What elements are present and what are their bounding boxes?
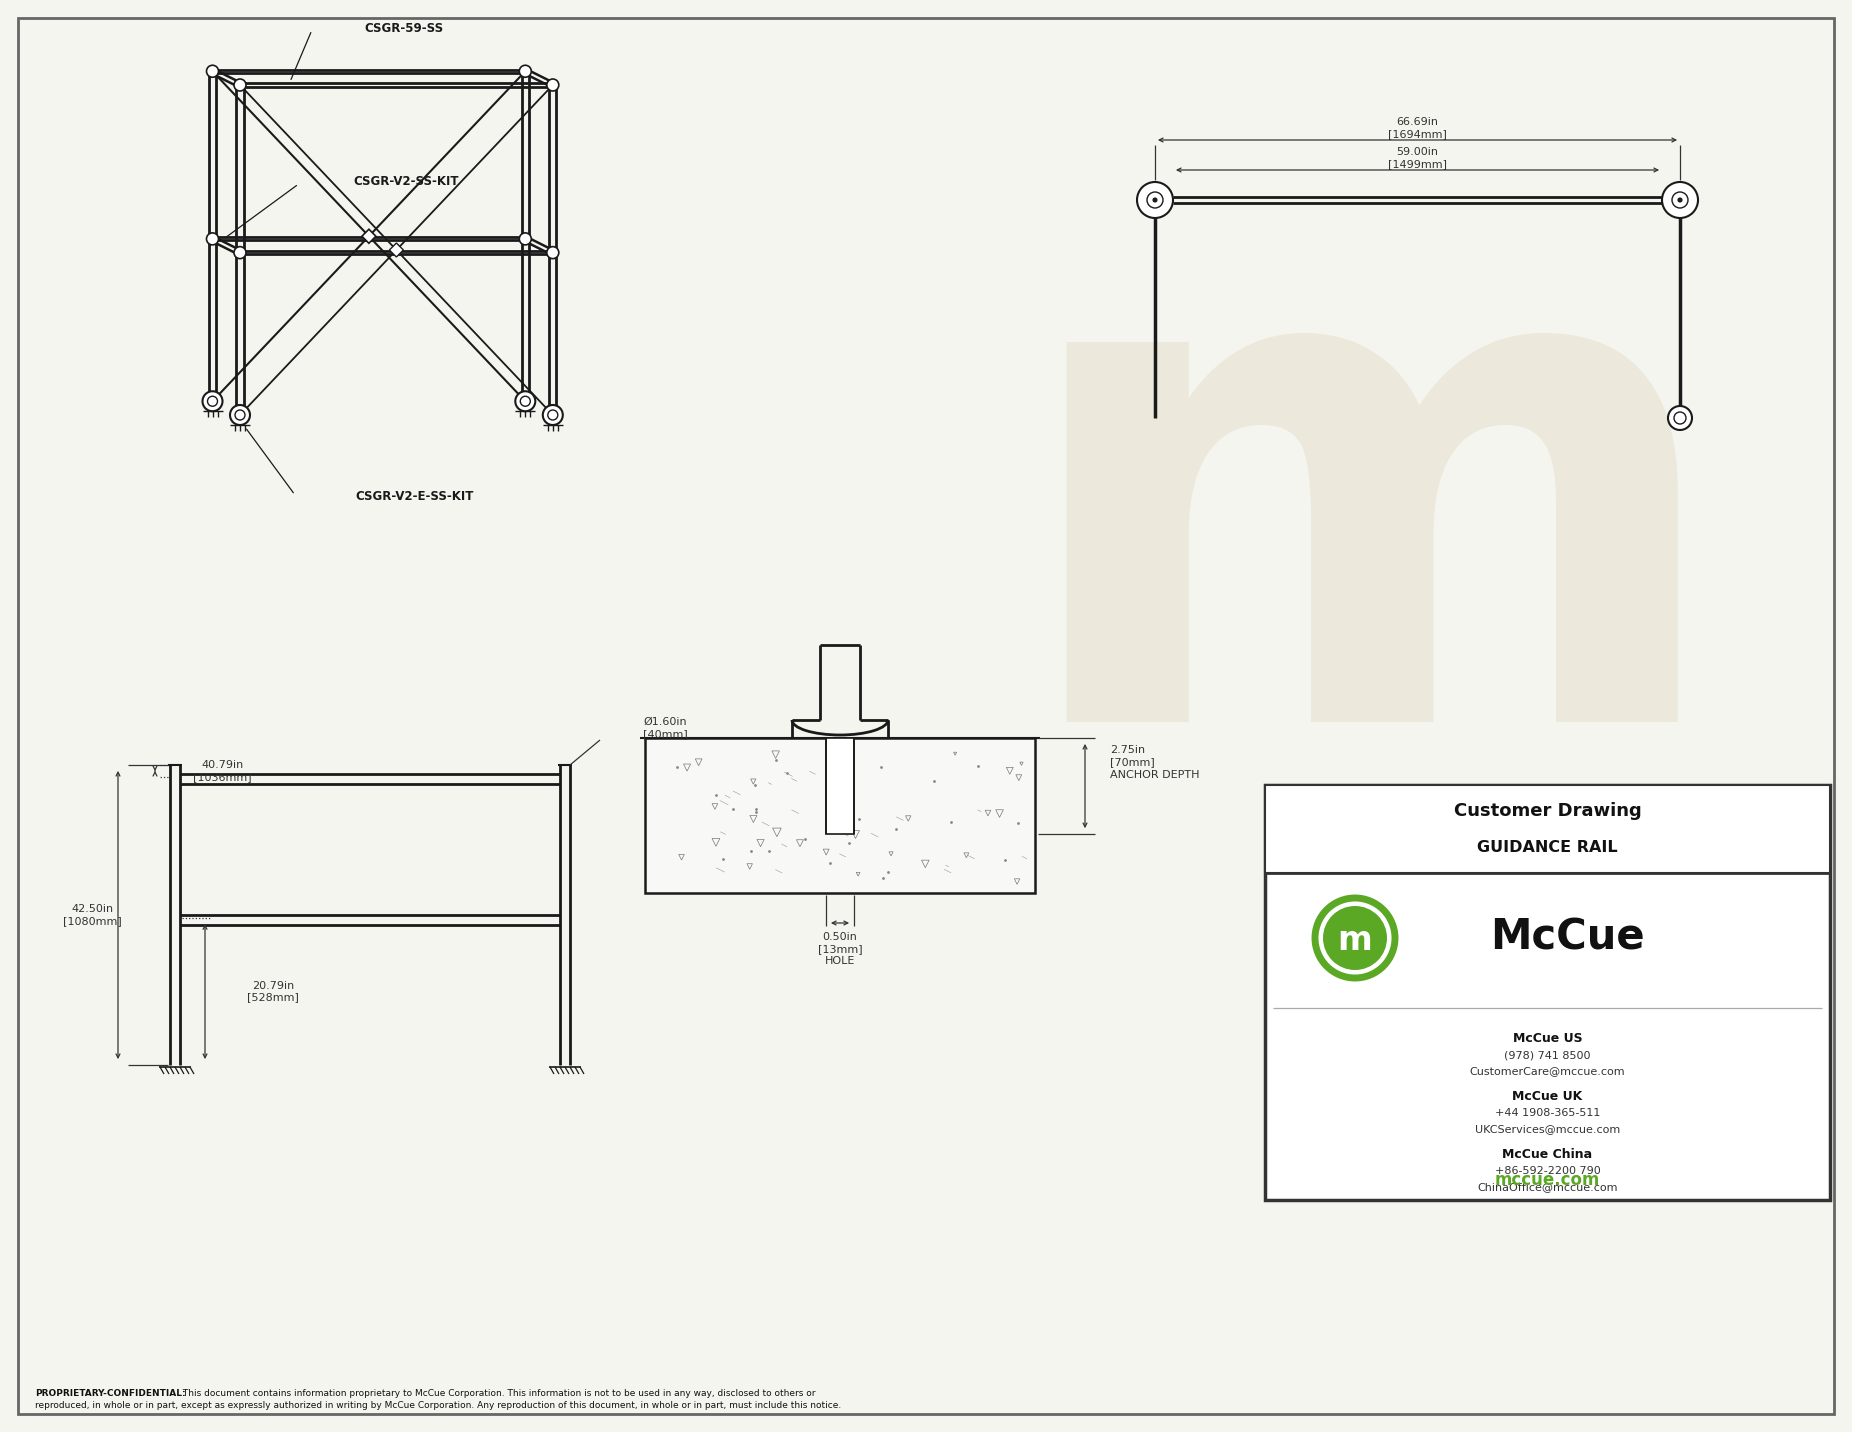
Circle shape: [548, 410, 557, 420]
Text: 59.00in: 59.00in: [1396, 147, 1439, 158]
Polygon shape: [361, 229, 376, 243]
Circle shape: [519, 66, 532, 77]
Text: mccue.com: mccue.com: [1495, 1171, 1600, 1189]
Text: 66.69in: 66.69in: [1396, 117, 1439, 127]
Circle shape: [233, 79, 246, 92]
Bar: [826, 737, 854, 833]
Text: HOLE: HOLE: [824, 957, 856, 967]
Text: This document contains information proprietary to McCue Corporation. This inform: This document contains information propr…: [180, 1389, 815, 1398]
Text: GUIDANCE RAIL: GUIDANCE RAIL: [1478, 841, 1619, 855]
Circle shape: [1154, 198, 1158, 202]
Text: 42.50in
[1080mm]: 42.50in [1080mm]: [63, 904, 122, 927]
Circle shape: [546, 79, 559, 92]
Text: reproduced, in whole or in part, except as expressly authorized in writing by Mc: reproduced, in whole or in part, except …: [35, 1402, 841, 1411]
Text: UKCServices@mccue.com: UKCServices@mccue.com: [1474, 1124, 1620, 1134]
Circle shape: [1672, 192, 1687, 208]
Text: 20.79in
[528mm]: 20.79in [528mm]: [246, 981, 298, 1002]
Text: McCue China: McCue China: [1502, 1147, 1593, 1160]
Circle shape: [543, 405, 563, 425]
Text: McCue: McCue: [1491, 916, 1645, 959]
Text: CSGR-59-SS: CSGR-59-SS: [365, 23, 443, 36]
Circle shape: [1322, 906, 1387, 969]
Text: McCue US: McCue US: [1513, 1031, 1582, 1044]
Circle shape: [1678, 198, 1682, 202]
Text: [1499mm]: [1499mm]: [1387, 159, 1446, 169]
Circle shape: [1146, 192, 1163, 208]
Circle shape: [1315, 898, 1395, 978]
Text: ANCHOR DEPTH: ANCHOR DEPTH: [1109, 770, 1200, 780]
Text: CustomerCare@mccue.com: CustomerCare@mccue.com: [1470, 1065, 1626, 1075]
Circle shape: [520, 397, 530, 407]
Circle shape: [207, 66, 219, 77]
Text: [1694mm]: [1694mm]: [1387, 129, 1446, 139]
Text: 0.50in: 0.50in: [822, 932, 857, 942]
Circle shape: [1661, 182, 1698, 218]
Text: 40.79in
[1036mm]: 40.79in [1036mm]: [193, 760, 252, 782]
Text: 2.75in: 2.75in: [1109, 745, 1145, 755]
Text: Customer Drawing: Customer Drawing: [1454, 802, 1641, 821]
Text: m: m: [1007, 193, 1732, 866]
Bar: [1265, 785, 1830, 1200]
Circle shape: [546, 246, 559, 259]
Text: Ø1.60in
[40mm]: Ø1.60in [40mm]: [643, 717, 687, 739]
Text: McCue UK: McCue UK: [1513, 1090, 1583, 1103]
Text: m: m: [1337, 924, 1372, 957]
Circle shape: [207, 233, 219, 245]
Text: [13mm]: [13mm]: [819, 944, 863, 954]
Circle shape: [207, 397, 217, 407]
Text: (978) 741 8500: (978) 741 8500: [1504, 1050, 1591, 1060]
Polygon shape: [389, 243, 404, 256]
Text: PROPRIETARY-CONFIDENTIAL:: PROPRIETARY-CONFIDENTIAL:: [35, 1389, 185, 1398]
Circle shape: [1669, 407, 1693, 430]
Text: [70mm]: [70mm]: [1109, 758, 1156, 768]
Circle shape: [233, 246, 246, 259]
Text: CSGR-V2-E-SS-KIT: CSGR-V2-E-SS-KIT: [356, 491, 474, 504]
Text: +44 1908-365-511: +44 1908-365-511: [1495, 1108, 1600, 1118]
Circle shape: [1674, 412, 1685, 424]
Circle shape: [515, 391, 535, 411]
Bar: [1265, 785, 1830, 874]
Text: CSGR-V2-SS-KIT: CSGR-V2-SS-KIT: [354, 175, 459, 189]
Circle shape: [1137, 182, 1172, 218]
Circle shape: [519, 233, 532, 245]
Circle shape: [235, 410, 244, 420]
Text: +86-592-2200 790: +86-592-2200 790: [1495, 1166, 1600, 1176]
Bar: [644, 737, 1035, 894]
Circle shape: [202, 391, 222, 411]
Circle shape: [230, 405, 250, 425]
Text: ChinaOffice@mccue.com: ChinaOffice@mccue.com: [1478, 1181, 1619, 1191]
